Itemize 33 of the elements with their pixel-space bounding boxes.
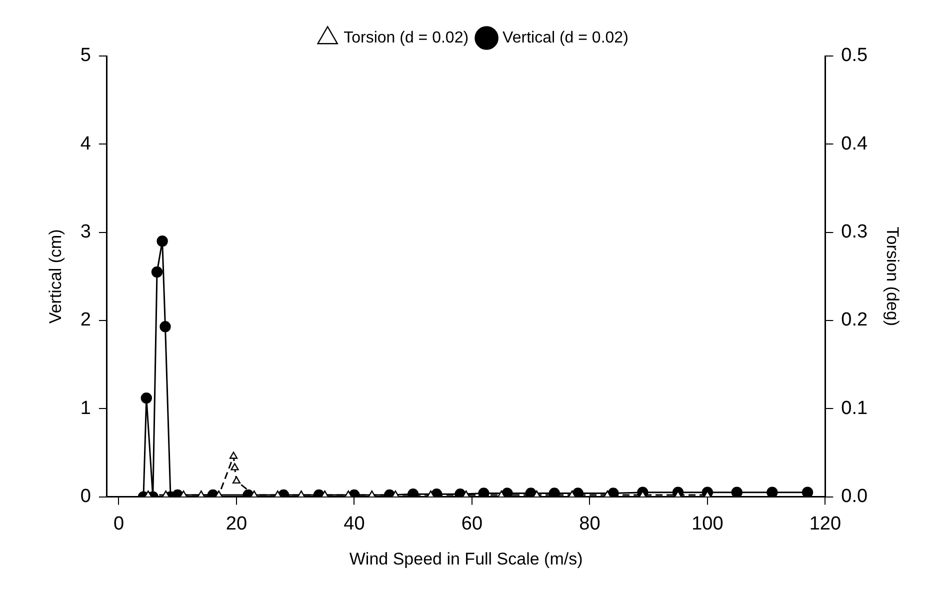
- y-tick-label: 1: [80, 398, 91, 419]
- x-tick-label: 0: [113, 513, 124, 534]
- point: [140, 392, 152, 404]
- point: [156, 236, 168, 247]
- legend-label: Torsion (d = 0.02): [344, 29, 469, 46]
- y-tick-label: 4: [80, 133, 92, 154]
- legend-label: Vertical (d = 0.02): [502, 29, 628, 46]
- y2-axis-title: Torsion (deg): [883, 226, 902, 326]
- x-tick-label: 100: [692, 513, 724, 534]
- x-tick-label: 20: [226, 513, 248, 534]
- x-axis-title: Wind Speed in Full Scale (m/s): [349, 549, 583, 568]
- y2-tick-label: 0.4: [841, 133, 868, 154]
- y2-tick-label: 0.5: [841, 45, 868, 66]
- point: [160, 321, 171, 332]
- y2-tick-label: 0.1: [841, 398, 868, 419]
- y-tick-label: 3: [80, 222, 91, 243]
- y2-tick-label: 0.0: [841, 486, 868, 508]
- x-tick-label: 60: [461, 513, 483, 534]
- point: [731, 486, 742, 497]
- point: [802, 486, 814, 497]
- y-tick-label: 0: [80, 486, 91, 508]
- point: [478, 488, 490, 497]
- y-axis-title: Vertical (cm): [46, 229, 65, 324]
- point: [151, 266, 163, 278]
- point: [548, 488, 560, 497]
- y2-tick-label: 0.2: [841, 310, 868, 331]
- y-tick-label: 2: [80, 310, 91, 331]
- point: [766, 486, 778, 497]
- x-tick-label: 120: [809, 513, 842, 534]
- y2-tick-label: 0.3: [841, 222, 868, 243]
- x-tick-label: 40: [344, 513, 365, 534]
- y-tick-label: 5: [80, 45, 91, 66]
- x-tick-label: 80: [579, 513, 600, 534]
